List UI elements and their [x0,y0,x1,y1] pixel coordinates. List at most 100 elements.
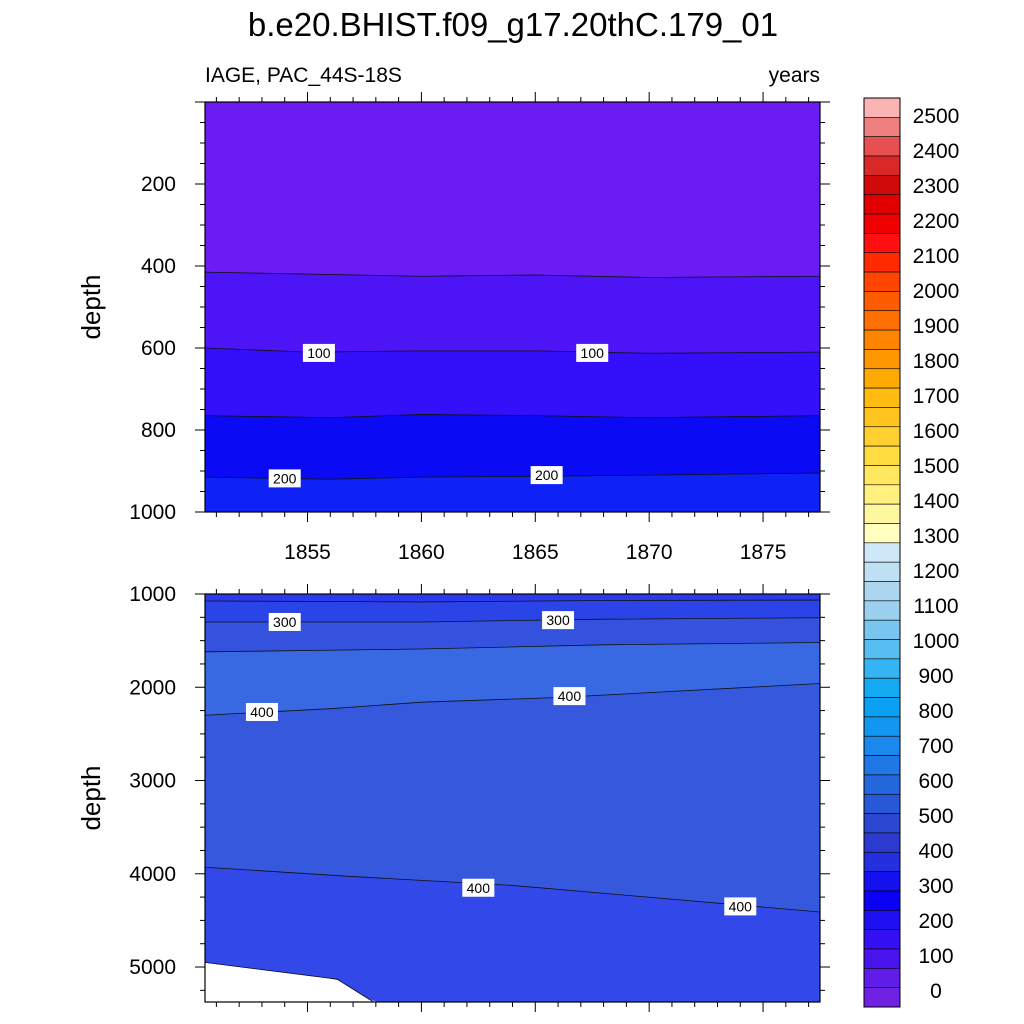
colorbar-swatch [863,793,901,814]
colorbar-label: 2300 [913,175,960,198]
contour-label: 100 [581,345,605,361]
upper-panel: 100 100 200 200 1855 1860 1865 1870 1875 200 400 6… [76,92,830,564]
colorbar-swatch [863,542,901,563]
colorbar-label: 1800 [913,350,960,373]
contour-label-box [268,612,301,631]
contour-fill-band [204,101,821,278]
contour-label: 300 [546,612,570,628]
y-tick-label: 4000 [129,863,176,886]
colorbar-label: 1600 [913,420,960,443]
y-tick-label: 800 [141,419,176,442]
contour-line [204,866,821,913]
y-tick-label: 200 [141,173,176,196]
colorbar-label: 1400 [913,490,960,513]
colorbar-swatch [863,581,901,602]
colorbar-swatch [863,213,901,234]
contour-fill-band [204,271,821,354]
colorbar-frame [863,97,901,1008]
chart-subtitle-right: years [769,64,820,87]
x-tick-label: 1865 [512,541,559,564]
contour-label-box [245,702,278,721]
colorbar-swatch [863,503,901,524]
contour-label: 400 [558,688,582,704]
colorbar-swatch [863,252,901,273]
colorbar-swatch [863,561,901,582]
contour-label-box [268,469,301,488]
colorbar-label: 2400 [913,140,960,163]
contour-label-box [576,343,609,362]
contour-line [204,683,821,716]
colorbar-swatch [863,523,901,544]
colorbar-swatch [863,117,901,137]
colorbar-label: 600 [918,770,953,793]
x-tick-label: 1870 [626,541,673,564]
colorbar-label: 2100 [913,245,960,268]
y-tick-label: 1000 [129,501,176,524]
colorbar-label: 2500 [913,105,960,128]
contour-label: 300 [273,614,297,630]
contour-line [204,599,821,603]
colorbar-swatch [863,987,901,1008]
contour-line [204,414,821,419]
colorbar-swatch [863,832,901,853]
colorbar-swatch [863,813,901,834]
colorbar-swatch [863,271,901,292]
colorbar-label: 1900 [913,315,960,338]
colorbar-swatch [863,871,901,892]
colorbar-swatch [863,968,901,988]
colorbar-swatch [863,349,901,370]
colorbar-swatch [863,233,901,254]
colorbar-label: 1700 [913,385,960,408]
colorbar-label: 300 [918,875,953,898]
colorbar-label: 0 [930,980,942,1003]
colorbar-swatch [863,310,901,331]
colorbar-swatch [863,755,901,776]
colorbar-swatch [863,619,901,640]
contour-line [204,271,821,278]
y-tick-label: 600 [141,337,176,360]
colorbar-label: 400 [918,840,953,863]
contour-label: 100 [307,345,331,361]
colorbar-swatch [863,909,901,930]
colorbar-swatch [863,465,901,486]
y-tick-label: 1000 [129,583,176,606]
colorbar: 2500240023002200210020001900180017001600… [863,97,960,1008]
contour-label-box [724,897,757,916]
colorbar-swatch [863,929,901,950]
contour-line [204,642,821,653]
contour-label-box [553,687,586,706]
contour-label-box [302,343,335,362]
contour-line [204,347,821,354]
colorbar-swatch [863,291,901,312]
colorbar-label: 1000 [913,630,960,653]
colorbar-swatch [863,735,901,756]
colorbar-label: 1100 [913,595,958,618]
x-tick-label: 1855 [284,541,331,564]
colorbar-swatch [863,716,901,737]
chart-subtitle-left: IAGE, PAC_44S-18S [205,64,402,87]
colorbar-swatch [863,387,901,408]
contour-label: 200 [273,470,297,486]
contour-label: 400 [250,704,274,720]
upper-panel-ylabel: depth [76,274,106,339]
colorbar-label: 700 [918,735,953,758]
colorbar-label: 800 [918,700,953,723]
colorbar-swatch [863,948,901,969]
colorbar-swatch [863,774,901,795]
contour-label-box [530,466,563,485]
colorbar-label: 100 [918,945,953,968]
chart-title: b.e20.BHIST.f09_g17.20thC.179_01 [248,6,778,43]
colorbar-label: 1300 [913,525,960,548]
colorbar-label: 500 [918,805,953,828]
colorbar-swatch [863,97,901,118]
colorbar-swatch [863,677,901,698]
y-tick-label: 3000 [129,770,176,793]
contour-label-box [462,878,495,897]
contour-line [204,961,374,1003]
colorbar-label: 200 [918,910,953,933]
contour-line [205,617,821,623]
contour-label: 400 [467,880,491,896]
x-tick-label: 1875 [740,541,787,564]
